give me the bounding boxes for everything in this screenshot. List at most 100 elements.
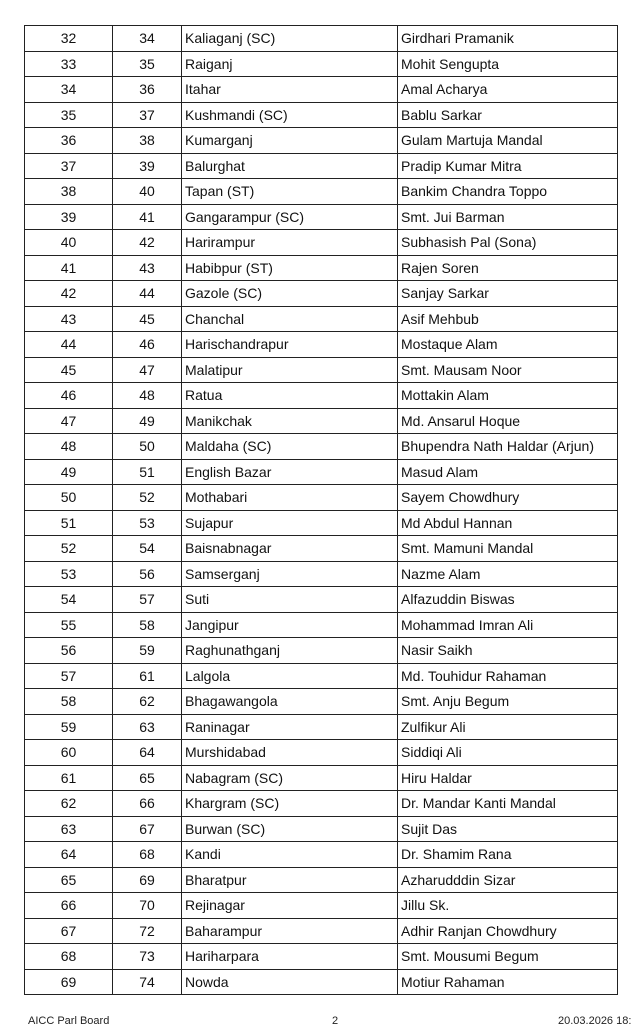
constituency-name-cell: Sujapur: [181, 509, 398, 536]
constituency-number-cell: 73: [112, 943, 182, 970]
candidate-name-cell: Gulam Martuja Mandal: [397, 127, 618, 154]
serial-number-cell: 62: [24, 790, 113, 817]
table-row: 68 73 Hariharpara Smt. Mousumi Begum: [24, 943, 618, 970]
table-row: 41 43 Habibpur (ST) Rajen Soren: [24, 254, 618, 281]
constituency-number-cell: 68: [112, 841, 182, 868]
serial-number-cell: 32: [24, 25, 113, 52]
candidate-name-cell: Smt. Mousumi Begum: [397, 943, 618, 970]
constituency-name-cell: Malatipur: [181, 356, 398, 383]
table-row: 69 74 Nowda Motiur Rahaman: [24, 968, 618, 995]
constituency-name-cell: Raninagar: [181, 713, 398, 740]
constituency-name-cell: Nabagram (SC): [181, 764, 398, 791]
serial-number-cell: 58: [24, 688, 113, 715]
constituency-number-cell: 52: [112, 484, 182, 511]
table-row: 57 61 Lalgola Md. Touhidur Rahaman: [24, 662, 618, 689]
constituency-number-cell: 37: [112, 101, 182, 128]
table-row: 46 48 Ratua Mottakin Alam: [24, 382, 618, 409]
candidate-name-cell: Rajen Soren: [397, 254, 618, 281]
constituency-number-cell: 35: [112, 50, 182, 77]
table-row: 53 56 Samserganj Nazme Alam: [24, 560, 618, 587]
constituency-number-cell: 47: [112, 356, 182, 383]
candidate-name-cell: Pradip Kumar Mitra: [397, 152, 618, 179]
serial-number-cell: 49: [24, 458, 113, 485]
table-row: 37 39 Balurghat Pradip Kumar Mitra: [24, 152, 618, 179]
candidate-name-cell: Adhir Ranjan Chowdhury: [397, 917, 618, 944]
table-row: 61 65 Nabagram (SC) Hiru Haldar: [24, 764, 618, 791]
table-row: 67 72 Baharampur Adhir Ranjan Chowdhury: [24, 917, 618, 944]
constituency-number-cell: 61: [112, 662, 182, 689]
footer-left: AICC Parl Board: [28, 1015, 110, 1027]
table-body: 32 34 Kaliaganj (SC) Girdhari Pramanik 33 35 R…: [24, 25, 618, 995]
constituency-name-cell: Nowda: [181, 968, 398, 995]
candidate-name-cell: Hiru Haldar: [397, 764, 618, 791]
constituency-name-cell: Kandi: [181, 841, 398, 868]
serial-number-cell: 60: [24, 739, 113, 766]
constituency-number-cell: 53: [112, 509, 182, 536]
footer-date: 20.03.2026 18:: [558, 1015, 632, 1027]
candidate-name-cell: Dr. Mandar Kanti Mandal: [397, 790, 618, 817]
serial-number-cell: 59: [24, 713, 113, 740]
constituency-name-cell: Jangipur: [181, 611, 398, 638]
constituency-number-cell: 72: [112, 917, 182, 944]
constituency-name-cell: Bhagawangola: [181, 688, 398, 715]
constituency-number-cell: 39: [112, 152, 182, 179]
table-row: 52 54 Baisnabnagar Smt. Mamuni Mandal: [24, 535, 618, 562]
candidate-name-cell: Subhasish Pal (Sona): [397, 229, 618, 256]
candidate-name-cell: Bablu Sarkar: [397, 101, 618, 128]
constituency-name-cell: Gangarampur (SC): [181, 203, 398, 230]
candidate-name-cell: Zulfikur Ali: [397, 713, 618, 740]
table-row: 48 50 Maldaha (SC) Bhupendra Nath Haldar (A…: [24, 433, 618, 460]
table-row: 55 58 Jangipur Mohammad Imran Ali: [24, 611, 618, 638]
constituency-name-cell: Baharampur: [181, 917, 398, 944]
table-row: 34 36 Itahar Amal Acharya: [24, 76, 618, 103]
candidate-name-cell: Md. Touhidur Rahaman: [397, 662, 618, 689]
candidate-name-cell: Bhupendra Nath Haldar (Arjun): [397, 433, 618, 460]
constituency-name-cell: Suti: [181, 586, 398, 613]
serial-number-cell: 69: [24, 968, 113, 995]
table-row: 56 59 Raghunathganj Nasir Saikh: [24, 637, 618, 664]
serial-number-cell: 44: [24, 331, 113, 358]
table-row: 42 44 Gazole (SC) Sanjay Sarkar: [24, 280, 618, 307]
serial-number-cell: 40: [24, 229, 113, 256]
constituency-number-cell: 57: [112, 586, 182, 613]
constituency-name-cell: Murshidabad: [181, 739, 398, 766]
constituency-name-cell: Raghunathganj: [181, 637, 398, 664]
serial-number-cell: 45: [24, 356, 113, 383]
table-row: 44 46 Harischandrapur Mostaque Alam: [24, 331, 618, 358]
serial-number-cell: 42: [24, 280, 113, 307]
candidate-name-cell: Mohammad Imran Ali: [397, 611, 618, 638]
constituency-name-cell: Bharatpur: [181, 866, 398, 893]
candidate-name-cell: Smt. Mausam Noor: [397, 356, 618, 383]
constituency-name-cell: Burwan (SC): [181, 815, 398, 842]
table-row: 32 34 Kaliaganj (SC) Girdhari Pramanik: [24, 25, 618, 52]
serial-number-cell: 55: [24, 611, 113, 638]
constituency-number-cell: 64: [112, 739, 182, 766]
serial-number-cell: 67: [24, 917, 113, 944]
table-row: 64 68 Kandi Dr. Shamim Rana: [24, 841, 618, 868]
candidate-name-cell: Smt. Anju Begum: [397, 688, 618, 715]
candidate-name-cell: Masud Alam: [397, 458, 618, 485]
candidate-name-cell: Sayem Chowdhury: [397, 484, 618, 511]
constituency-number-cell: 51: [112, 458, 182, 485]
constituency-name-cell: Habibpur (ST): [181, 254, 398, 281]
constituency-name-cell: Baisnabnagar: [181, 535, 398, 562]
constituency-number-cell: 63: [112, 713, 182, 740]
serial-number-cell: 43: [24, 305, 113, 332]
constituency-number-cell: 50: [112, 433, 182, 460]
constituency-number-cell: 46: [112, 331, 182, 358]
constituency-number-cell: 58: [112, 611, 182, 638]
constituency-name-cell: Balurghat: [181, 152, 398, 179]
constituency-name-cell: Maldaha (SC): [181, 433, 398, 460]
candidate-name-cell: Bankim Chandra Toppo: [397, 178, 618, 205]
serial-number-cell: 46: [24, 382, 113, 409]
serial-number-cell: 65: [24, 866, 113, 893]
constituency-number-cell: 42: [112, 229, 182, 256]
constituency-name-cell: Raiganj: [181, 50, 398, 77]
table-row: 39 41 Gangarampur (SC) Smt. Jui Barman: [24, 203, 618, 230]
constituency-number-cell: 41: [112, 203, 182, 230]
serial-number-cell: 68: [24, 943, 113, 970]
serial-number-cell: 47: [24, 407, 113, 434]
table-row: 63 67 Burwan (SC) Sujit Das: [24, 815, 618, 842]
constituency-name-cell: Kumarganj: [181, 127, 398, 154]
serial-number-cell: 35: [24, 101, 113, 128]
